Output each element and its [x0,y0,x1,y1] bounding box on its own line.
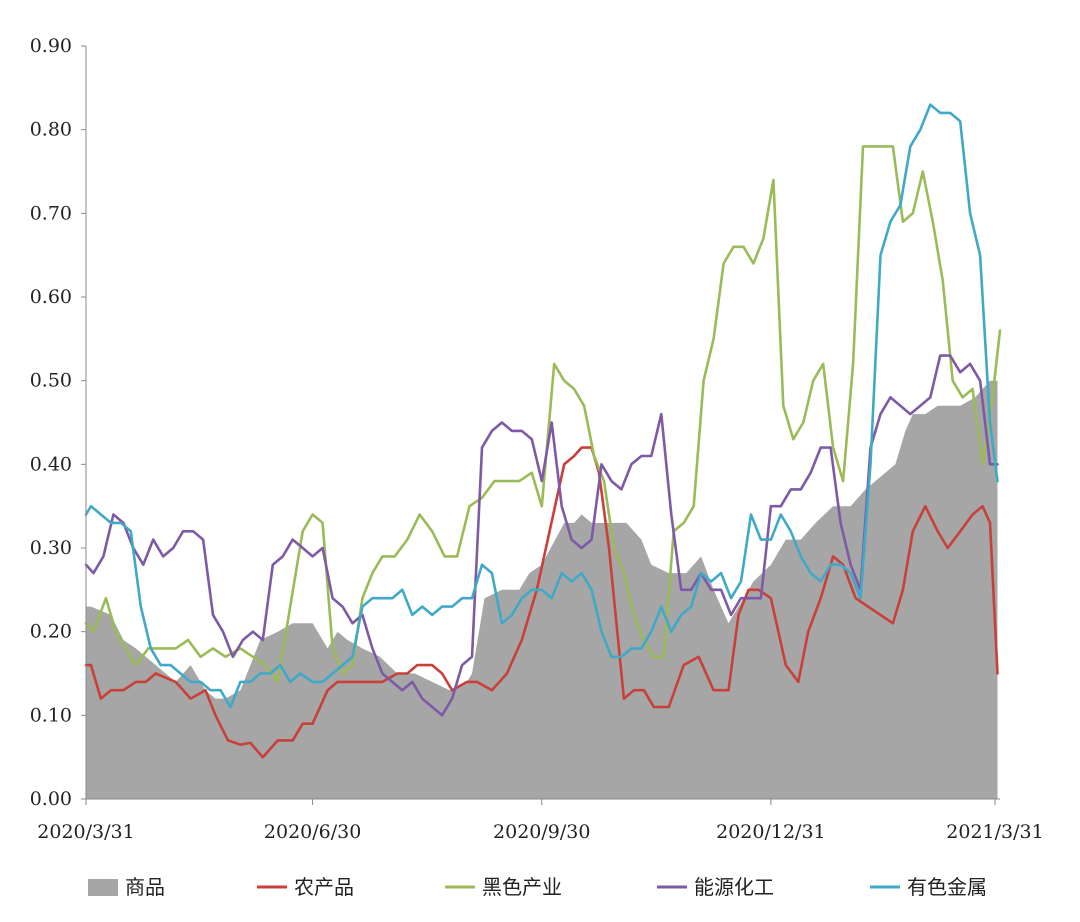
legend-item: 农产品 [257,875,354,899]
legend-item: 黑色产业 [445,875,562,899]
legend: 商品 农产品 黑色产业 能源化工 有色金属 [88,875,987,899]
y-tick-label: 0.80 [30,119,72,141]
y-tick-label: 0.10 [30,704,72,726]
y-tick-label: 0.60 [30,286,72,308]
legend-swatch [88,879,118,896]
y-tick-label: 0.30 [30,537,72,559]
line-layer [84,103,1002,759]
x-tick-label: 2020/9/30 [493,821,590,843]
legend-label: 农产品 [294,875,354,899]
series-line-4 [84,103,999,709]
series-line-1 [84,446,999,759]
legend-item: 商品 [88,875,165,899]
legend-item: 有色金属 [870,875,987,899]
x-tick-label: 2020/12/31 [716,821,826,843]
x-ticks: 2020/3/31 2020/6/30 2020/9/30 2020/12/31 202… [37,799,1044,843]
axes [85,46,1000,800]
y-tick-label: 0.90 [30,35,72,57]
legend-label: 能源化工 [694,875,774,899]
y-tick-label: 0.40 [30,453,72,475]
y-tick-label: 0.70 [30,202,72,224]
series-line-2 [84,145,1002,684]
legend-label: 有色金属 [907,875,987,899]
x-tick-label: 2020/3/31 [37,821,134,843]
y-tick-label: 0.00 [30,788,72,810]
series-line-3 [84,354,999,717]
legend-label: 商品 [125,875,165,899]
y-tick-label: 0.50 [30,370,72,392]
x-tick-label: 2020/6/30 [264,821,361,843]
x-tick-label: 2021/3/31 [946,821,1043,843]
legend-item: 能源化工 [657,875,774,899]
legend-label: 黑色产业 [482,875,562,899]
y-tick-label: 0.20 [30,621,72,643]
y-ticks: 0.00 0.10 0.20 0.30 0.40 0.50 0.60 0.70 0.80 0.90 [30,35,86,810]
